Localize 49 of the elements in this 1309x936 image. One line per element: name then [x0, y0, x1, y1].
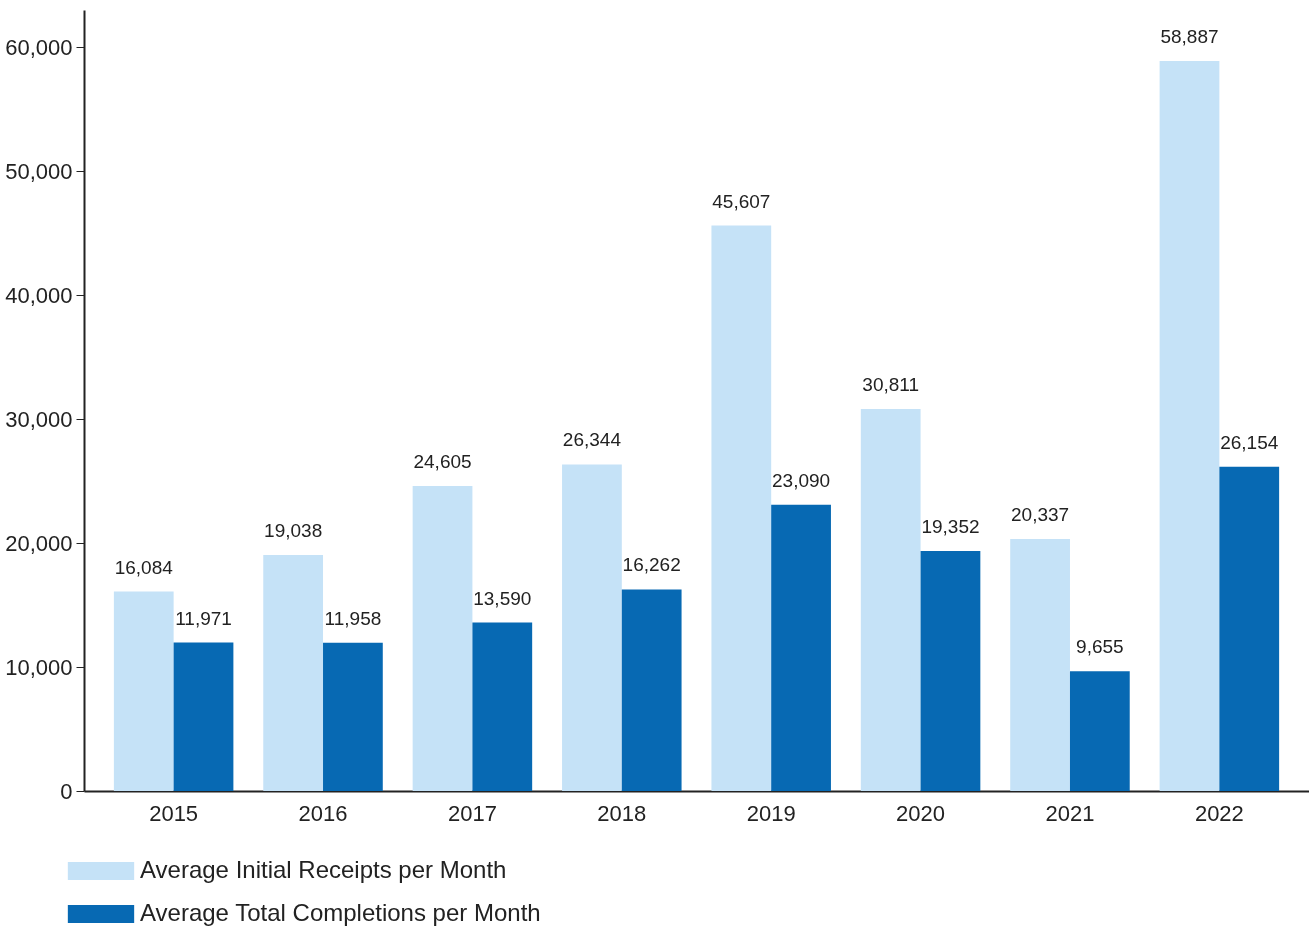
x-tick-label: 2021: [1045, 800, 1095, 826]
bar: [771, 504, 831, 791]
bar: [263, 554, 324, 791]
bar: [1159, 60, 1220, 791]
bar: [562, 464, 622, 791]
y-tick-label: 40,000: [5, 282, 73, 308]
legend-label: Average Initial Receipts per Month: [140, 856, 507, 883]
data-label: 13,590: [473, 587, 532, 609]
data-label: 26,344: [562, 429, 622, 451]
bar: [1010, 538, 1070, 791]
x-tick-label: 2018: [597, 800, 647, 826]
y-tick-label: 50,000: [5, 158, 73, 184]
y-tick-label: 20,000: [5, 530, 73, 556]
data-label: 45,607: [712, 190, 771, 212]
bar: [472, 622, 533, 791]
bar: [412, 485, 473, 791]
legend-label: Average Total Completions per Month: [140, 899, 541, 926]
bar: [1069, 671, 1130, 791]
bar: [860, 409, 921, 791]
data-label: 16,084: [114, 556, 174, 578]
y-tick-label: 10,000: [5, 654, 73, 680]
data-label: 11,971: [175, 607, 232, 629]
data-label: 19,038: [264, 519, 323, 541]
data-label: 58,887: [1160, 25, 1219, 47]
bar: [621, 589, 682, 791]
x-tick-label: 2016: [298, 800, 348, 826]
data-label: 11,958: [324, 607, 382, 629]
data-label: 16,262: [622, 554, 681, 576]
data-label: 24,605: [413, 450, 472, 472]
x-tick-label: 2015: [149, 800, 199, 826]
bar: [113, 591, 174, 791]
bar: [1219, 466, 1280, 791]
y-tick-label: 60,000: [5, 34, 73, 60]
bar: [711, 225, 772, 791]
bar: [920, 551, 981, 791]
bar: [323, 642, 383, 791]
y-tick-label: 0: [60, 778, 73, 804]
data-label: 26,154: [1220, 431, 1279, 453]
data-label: 30,811: [862, 374, 920, 396]
bar: [173, 642, 234, 791]
x-tick-label: 2017: [447, 800, 497, 826]
x-tick-label: 2019: [746, 800, 796, 826]
x-tick-label: 2020: [896, 800, 946, 826]
y-tick-label: 30,000: [5, 406, 73, 432]
data-label: 23,090: [772, 469, 831, 491]
data-label: 20,337: [1011, 503, 1070, 525]
data-label: 9,655: [1076, 636, 1124, 658]
data-label: 19,352: [921, 516, 980, 538]
x-tick-label: 2022: [1194, 800, 1244, 826]
